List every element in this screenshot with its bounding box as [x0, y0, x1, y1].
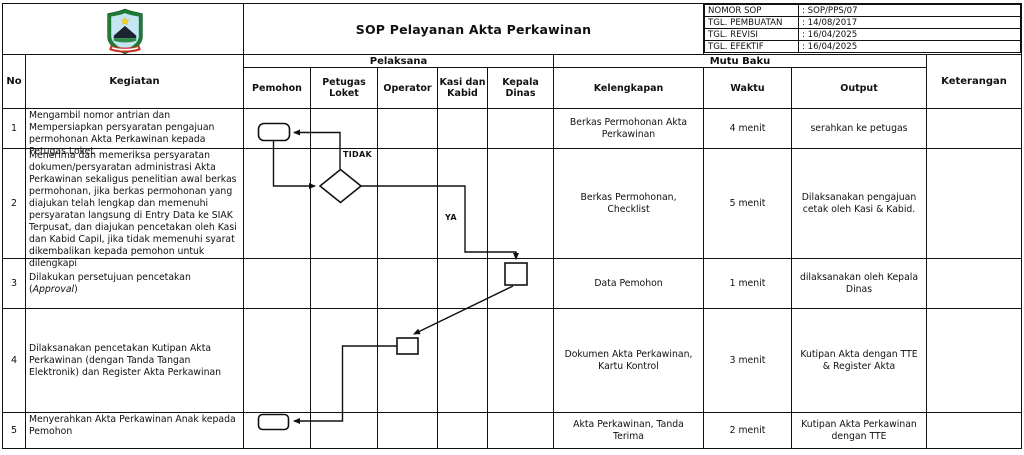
col-group-pelaksana: Pelaksana [243, 54, 554, 68]
col-header-kepala-dinas: Kepala Dinas [487, 67, 554, 109]
row-waktu: 3 menit [703, 308, 792, 413]
row-kegiatan: Menyerahkan Akta Perkawinan Anak kepada … [25, 412, 244, 449]
flow-cell [310, 108, 378, 149]
row-kelengkapan: Data Pemohon [553, 258, 704, 309]
kegiatan-text: Dilakukan persetujuan pencetakan (Approv… [29, 271, 191, 295]
col-header-no: No [2, 54, 26, 109]
row-kegiatan: Mengambil nomor antrian dan Mempersiapka… [25, 108, 244, 157]
flow-cell [487, 412, 554, 449]
flow-cell [243, 148, 311, 259]
info-label: TGL. EFEKTIF [704, 40, 799, 53]
page-title: SOP Pelayanan Akta Perkawinan [243, 3, 704, 55]
row-kegiatan: Dilakukan persetujuan pencetakan (Approv… [25, 258, 244, 309]
col-header-petugas-loket: Petugas Loket [310, 67, 378, 109]
info-table: NOMOR SOP : SOP/PPS/07 TGL. PEMBUATAN : … [703, 3, 1022, 55]
government-emblem-icon [107, 8, 143, 55]
row-waktu: 1 menit [703, 258, 792, 309]
col-header-operator: Operator [377, 67, 438, 109]
col-header-waktu: Waktu [703, 67, 792, 109]
row-kelengkapan: Akta Perkawinan, Tanda Terima [553, 412, 704, 449]
row-no: 5 [2, 412, 26, 449]
flow-cell [487, 258, 554, 309]
row-kelengkapan: Dokumen Akta Perkawinan, Kartu Kontrol [553, 308, 704, 413]
flow-cell [243, 258, 311, 309]
row-waktu: 2 menit [703, 412, 792, 449]
flow-cell [487, 308, 554, 413]
row-output: serahkan ke petugas [791, 108, 927, 149]
row-output: Dilaksanakan pengajuan cetak oleh Kasi &… [791, 148, 927, 259]
row-no: 3 [2, 258, 26, 309]
row-no: 4 [2, 308, 26, 413]
flow-cell [310, 258, 378, 309]
flow-cell [437, 148, 488, 259]
row-kegiatan: Menerima dan memeriksa persyaratan dokum… [25, 148, 244, 269]
row-keterangan [926, 148, 1022, 259]
flow-cell [487, 148, 554, 259]
row-keterangan [926, 308, 1022, 413]
logo-cell [2, 3, 244, 55]
flow-label-ya: YA [445, 213, 457, 222]
flow-cell [310, 308, 378, 413]
col-header-output: Output [791, 67, 927, 109]
row-waktu: 5 menit [703, 148, 792, 259]
row-keterangan [926, 108, 1022, 149]
col-header-kegiatan: Kegiatan [25, 54, 244, 109]
flow-cell [437, 108, 488, 149]
row-output: Kutipan Akta dengan TTE & Register Akta [791, 308, 927, 413]
row-no: 1 [2, 108, 26, 149]
row-output: dilaksanakan oleh Kepala Dinas [791, 258, 927, 309]
flow-cell [310, 412, 378, 449]
flow-cell [377, 258, 438, 309]
flow-cell [243, 308, 311, 413]
info-value: : 16/04/2025 [798, 40, 1021, 53]
flow-cell [377, 108, 438, 149]
flow-cell [437, 412, 488, 449]
col-header-kasi-kabid: Kasi dan Kabid [437, 67, 488, 109]
col-group-mutu-baku: Mutu Baku [553, 54, 927, 68]
flow-cell [437, 308, 488, 413]
row-output: Kutipan Akta Perkawinan dengan TTE [791, 412, 927, 449]
flow-cell [243, 108, 311, 149]
row-waktu: 4 menit [703, 108, 792, 149]
flow-cell [487, 108, 554, 149]
flow-label-tidak: TIDAK [343, 150, 372, 159]
row-keterangan [926, 412, 1022, 449]
row-kelengkapan: Berkas Permohonan Akta Perkawinan [553, 108, 704, 149]
flow-cell [377, 148, 438, 259]
flow-cell [243, 412, 311, 449]
row-kegiatan: Dilaksanakan pencetakan Kutipan Akta Per… [25, 308, 244, 413]
flow-cell [310, 148, 378, 259]
row-keterangan [926, 258, 1022, 309]
flow-cell [377, 308, 438, 413]
col-header-kelengkapan: Kelengkapan [553, 67, 704, 109]
flow-cell [437, 258, 488, 309]
col-header-pemohon: Pemohon [243, 67, 311, 109]
flow-cell [377, 412, 438, 449]
row-kelengkapan: Berkas Permohonan, Checklist [553, 148, 704, 259]
row-no: 2 [2, 148, 26, 259]
col-header-keterangan: Keterangan [926, 54, 1022, 109]
